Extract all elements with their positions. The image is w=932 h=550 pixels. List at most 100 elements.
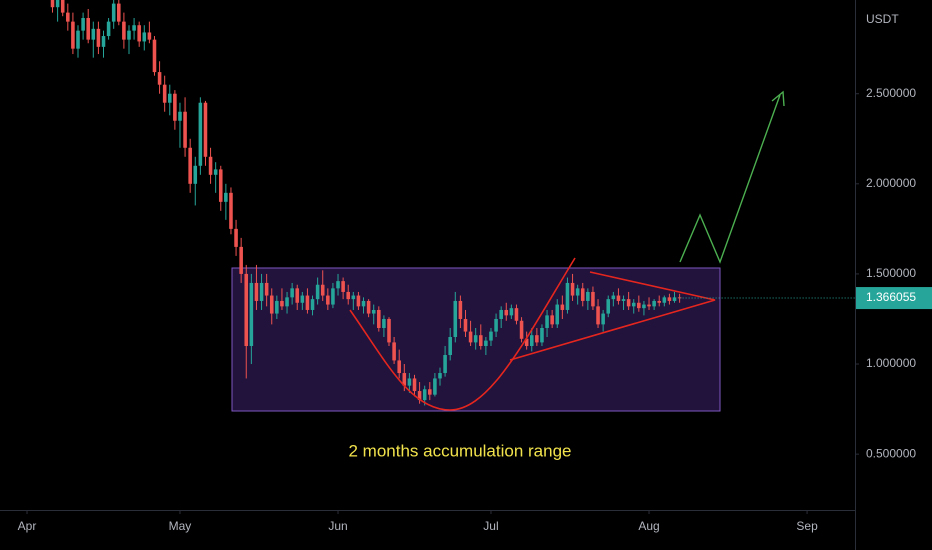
candle-body	[86, 18, 90, 40]
candle-body	[524, 338, 529, 347]
x-tick-label: Sep	[796, 519, 818, 533]
candle-body	[657, 300, 662, 303]
candle-body	[106, 21, 111, 37]
candle-body	[244, 273, 249, 347]
candle-body	[417, 391, 422, 401]
candle-body	[178, 111, 182, 121]
candle-body	[453, 300, 458, 337]
candle-body	[575, 288, 580, 296]
candle-body	[152, 39, 157, 73]
candle-body	[494, 318, 498, 332]
candle-body	[234, 228, 238, 247]
candle-body	[667, 297, 672, 301]
candle-body	[224, 192, 228, 202]
candle-body	[320, 284, 325, 296]
y-tick-label: 0.500000	[866, 446, 916, 460]
candle-body	[203, 102, 208, 157]
candle-body	[642, 304, 646, 309]
candle-body	[183, 111, 187, 148]
candle-body	[458, 300, 463, 319]
candle-body	[611, 295, 616, 300]
candle-body	[626, 299, 631, 307]
candle-body	[117, 3, 121, 22]
candle-body	[111, 3, 116, 22]
candle-body	[433, 378, 437, 395]
candle-body	[631, 302, 636, 307]
candle-body	[672, 297, 677, 301]
candle-body	[167, 93, 172, 103]
candle-body	[550, 315, 554, 325]
x-tick-label: Aug	[638, 519, 659, 533]
candle-body	[315, 284, 320, 300]
candle-body	[55, 0, 60, 8]
candle-body	[66, 12, 70, 22]
x-tick-label: May	[169, 519, 192, 533]
candle-body	[157, 72, 162, 85]
candle-body	[259, 282, 264, 301]
arrow-head	[771, 90, 785, 107]
candle-body	[489, 331, 493, 341]
candle-body	[540, 327, 544, 343]
candle-body	[377, 309, 381, 328]
candle-body	[586, 291, 590, 301]
y-tick-label: 2.500000	[866, 86, 916, 100]
candle-body	[188, 147, 192, 184]
x-tick-label: Jul	[483, 519, 498, 533]
range-annotation: 2 months accumulation range	[348, 441, 571, 460]
candle-body	[397, 360, 401, 374]
candle-body	[637, 302, 641, 309]
candle-body	[387, 318, 391, 343]
candle-body	[132, 25, 136, 31]
candle-body	[621, 299, 626, 301]
candle-body	[519, 320, 524, 339]
candle-body	[173, 93, 177, 121]
candle-body	[193, 165, 198, 184]
candle-body	[392, 342, 396, 361]
candles	[50, 0, 682, 406]
candle-body	[463, 318, 468, 332]
candle-body	[382, 318, 386, 328]
candle-body	[473, 335, 478, 343]
candle-body	[239, 246, 243, 274]
candle-body	[341, 281, 345, 292]
candle-body	[509, 308, 514, 316]
candle-body	[280, 300, 284, 307]
x-tick-label: Apr	[18, 519, 37, 533]
candle-body	[570, 282, 575, 296]
candle-body	[428, 389, 432, 395]
triangle	[509, 271, 716, 361]
candle-body	[448, 336, 452, 356]
candle-body	[213, 169, 218, 175]
candle-body	[616, 295, 621, 301]
projection-arrow	[679, 94, 781, 264]
candle-body	[147, 32, 152, 40]
candle-body	[443, 355, 447, 374]
candle-body	[351, 295, 356, 300]
candle-body	[545, 315, 549, 328]
candle-body	[565, 282, 570, 310]
candle-body	[356, 295, 361, 307]
candle-body	[560, 304, 565, 310]
y-tick-label: 1.500000	[866, 266, 916, 280]
candle-body	[468, 331, 473, 343]
candle-body	[254, 282, 259, 301]
candle-body	[137, 25, 141, 42]
candle-body	[499, 309, 503, 319]
candle-body	[218, 169, 223, 202]
candle-body	[71, 21, 75, 49]
candle-body	[81, 18, 85, 31]
candle-body	[422, 389, 427, 401]
x-tick-label: Jun	[328, 519, 347, 533]
axis-title: USDT	[866, 12, 899, 26]
candle-body	[249, 282, 254, 347]
y-tick-label: 2.000000	[866, 176, 916, 190]
candle-body	[366, 300, 371, 314]
candle-body	[326, 295, 330, 305]
candle-body	[310, 299, 315, 310]
candle-body	[336, 281, 340, 289]
candle-body	[504, 309, 509, 316]
candle-body	[438, 373, 442, 379]
candle-body	[275, 300, 279, 314]
